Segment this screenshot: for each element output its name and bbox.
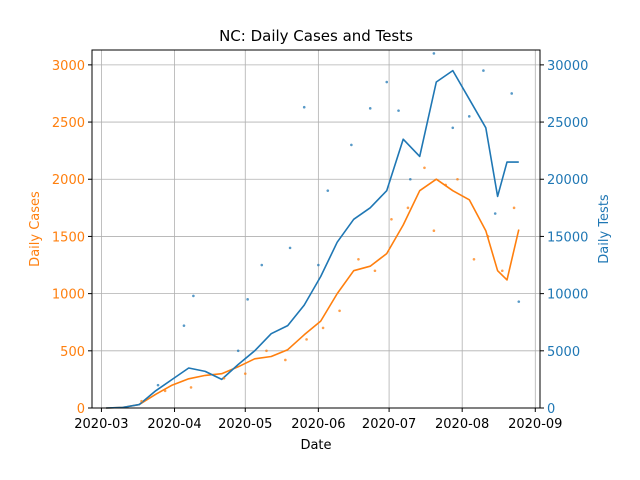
cases-point [338, 309, 341, 313]
cases-point [284, 358, 287, 362]
y-left-tick-label: 2000 [52, 173, 85, 188]
y-left-tick-label: 0 [77, 402, 85, 417]
cases-point [222, 376, 226, 380]
tests-point [260, 263, 264, 267]
y-left-tick-label: 1500 [52, 230, 85, 245]
cases-point [390, 217, 393, 221]
tests-point [451, 126, 455, 130]
x-tick-label: 2020-06 [291, 417, 345, 432]
tests-point [246, 298, 249, 301]
y-right-tick-label: 20000 [547, 173, 588, 188]
x-tick-label: 2020-04 [147, 417, 201, 432]
tests-point [368, 107, 372, 110]
tests-point [317, 263, 320, 267]
tests-point [517, 300, 521, 303]
cases-point [265, 349, 268, 353]
axes-layer: 2020-03 2020-04 2020-05 2020-06 2020-07 2020-… [52, 59, 588, 432]
cases-point [406, 206, 410, 210]
tests-point [409, 177, 412, 181]
chart-title: NC: Daily Cases and Tests [219, 27, 413, 45]
y-right-tick-label: 15000 [547, 230, 588, 245]
cases-line [106, 178, 520, 409]
cases-point [305, 338, 308, 341]
tests-point [302, 105, 306, 109]
cases-point [423, 166, 426, 170]
cases-point [456, 177, 459, 181]
y-axis-right-label: Daily Tests [597, 194, 612, 264]
cases-point [243, 372, 247, 375]
cases-point [357, 258, 360, 261]
y-left-tick-label: 1000 [52, 288, 85, 303]
tests-point [432, 52, 436, 55]
cases-point [163, 389, 167, 393]
cases-point [373, 269, 377, 273]
y-right-tick-label: 10000 [547, 288, 588, 303]
tests-line [106, 69, 519, 409]
cases-point [512, 206, 516, 210]
tests-point [326, 189, 330, 192]
tests-point [493, 212, 497, 215]
x-tick-label: 2020-05 [218, 417, 272, 432]
series-layer [106, 52, 521, 409]
y-left-tick-label: 3000 [52, 59, 85, 74]
cases-point [432, 229, 436, 233]
tests-point [182, 324, 186, 327]
cases-point [189, 386, 193, 389]
x-tick-label: 2020-09 [508, 417, 562, 432]
y-right-tick-label: 30000 [547, 59, 588, 74]
cases-point [486, 235, 490, 238]
y-right-tick-label: 5000 [547, 345, 580, 360]
tests-point [192, 294, 195, 298]
x-axis-label: Date [300, 438, 331, 453]
tests-point [510, 92, 514, 95]
cases-point [444, 183, 447, 187]
tests-point [385, 80, 389, 84]
tests-point [288, 246, 292, 250]
plot-frame [91, 49, 541, 409]
tests-point [482, 69, 485, 72]
y-left-tick-label: 500 [60, 345, 85, 360]
tests-point [236, 349, 240, 353]
tests-point [397, 109, 400, 112]
x-tick-label: 2020-07 [362, 417, 416, 432]
x-tick-label: 2020-03 [74, 417, 128, 432]
y-left-tick-label: 2500 [52, 116, 85, 131]
y-right-tick-label: 25000 [547, 116, 588, 131]
y-right-tick-label: 0 [547, 402, 555, 417]
cases-point [472, 258, 476, 261]
cases-point [500, 269, 504, 273]
y-axis-left-label: Daily Cases [28, 191, 43, 267]
cases-point [140, 399, 143, 403]
tests-point [156, 383, 160, 387]
tests-point [467, 115, 471, 118]
tests-point [350, 143, 353, 147]
cases-point [321, 326, 325, 330]
x-tick-label: 2020-08 [435, 417, 489, 432]
